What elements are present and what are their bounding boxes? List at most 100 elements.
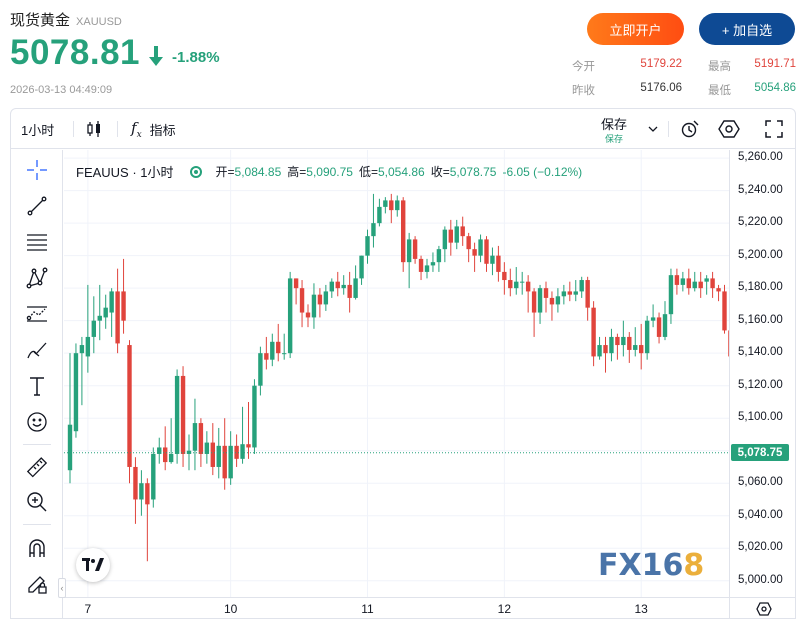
candle [270,333,275,367]
candle [650,304,656,328]
candle-body [282,353,287,355]
fullscreen-icon[interactable] [765,109,783,149]
axis-settings-icon[interactable] [729,597,795,618]
instrument-symbol: XAUUSD [76,16,122,28]
collapse-toolbar-button[interactable]: ‹ [58,578,66,598]
forecast-icon[interactable] [23,300,51,328]
save-label: 保存 [600,117,627,132]
candle [728,330,729,357]
candle-body [656,317,662,337]
candle-body [73,353,79,432]
candle [484,236,489,272]
candles-icon[interactable] [85,109,103,149]
fib-icon[interactable] [23,228,51,256]
save-button[interactable]: 保存 保存 [594,114,634,144]
legend-close-label: 收= [430,165,450,179]
candle-body [633,345,638,350]
candle [121,258,126,334]
candle [145,478,150,562]
ruler-icon[interactable] [23,454,51,482]
candle-body [585,280,590,308]
candle-body [85,336,91,357]
candle [216,427,221,479]
tradingview-logo-icon[interactable] [76,548,110,582]
open-account-button[interactable]: 立即开户 [587,13,684,45]
candle-body [543,288,549,298]
lock-pencil-icon[interactable] [23,570,51,598]
price-tick-label: 5,240.00 [738,183,783,196]
last-price: 5078.81 [10,33,141,72]
candle [680,271,686,292]
candle [585,276,590,321]
toolbar-divider [73,121,74,137]
instrument-title-row: 现货黄金 XAUUSD [10,9,122,30]
alarm-icon[interactable] [680,109,700,149]
candle [406,232,412,289]
text-icon[interactable] [23,372,51,400]
candle [389,193,394,224]
price-axis[interactable]: 5,260.00 5,240.00 5,220.00 5,200.00 5,180.00… [729,150,795,597]
candle [609,328,614,362]
emoji-icon[interactable] [23,408,51,436]
magnet-icon[interactable] [23,534,51,562]
candle [442,226,448,263]
candle [103,294,108,329]
candle [692,271,697,292]
candle [525,275,531,313]
candle-body [567,291,572,295]
pattern-icon[interactable] [23,264,51,292]
add-watchlist-button[interactable]: + 加自选 [699,13,795,45]
candle-body [234,445,239,459]
candle [401,197,406,272]
candle-body [305,312,311,318]
candle-body [115,291,120,344]
legend-open: 5,084.85 [234,164,282,179]
time-tick-label: 12 [497,602,512,616]
candle [91,296,96,354]
indicators-button[interactable]: fx 指标 [131,109,176,149]
candle [163,426,168,471]
candle-body [127,345,132,467]
candle [436,245,442,272]
candle-body [466,236,471,250]
candle [644,315,650,360]
fx-icon: fx [131,118,142,140]
candle-body [561,291,567,297]
candle-body [395,200,400,211]
crosshair-icon[interactable] [23,156,51,184]
chevron-down-icon[interactable] [648,109,658,149]
candle-body [430,262,436,266]
time-axis[interactable]: 7 10 11 12 13 [64,597,729,618]
candle [264,336,269,370]
candle [210,423,215,476]
candle-body [174,375,180,454]
candle-body [442,229,448,250]
candle [448,219,453,256]
zoom-in-icon[interactable] [23,488,51,516]
candle-body [293,278,299,289]
stat-value: 5176.06 [640,82,682,94]
candle-body [341,284,346,289]
trend-line-icon[interactable] [23,192,51,220]
candle-body [609,336,614,354]
candle-body [121,291,126,321]
candle-body [222,445,227,479]
candle [252,379,257,454]
settings-icon[interactable] [718,109,740,149]
candlestick-plot[interactable]: FEAUUS · 1小时 开= 5,084.85 高= 5,090.75 低= 5,0… [64,150,729,597]
candle-body [537,288,543,313]
interval-selector[interactable]: 1小时 [21,122,55,138]
candle-body [472,249,477,256]
brush-icon[interactable] [23,336,51,364]
candle-body [650,317,656,321]
candle-body [502,271,507,281]
save-sublabel: 保存 [604,134,623,144]
legend-low-label: 低= [358,165,378,179]
candle [347,271,352,313]
candle [502,262,507,295]
candle [472,242,477,272]
candle-body [204,442,210,454]
candle [412,236,418,264]
candle [359,255,364,285]
legend-open-label: 开= [215,165,235,179]
